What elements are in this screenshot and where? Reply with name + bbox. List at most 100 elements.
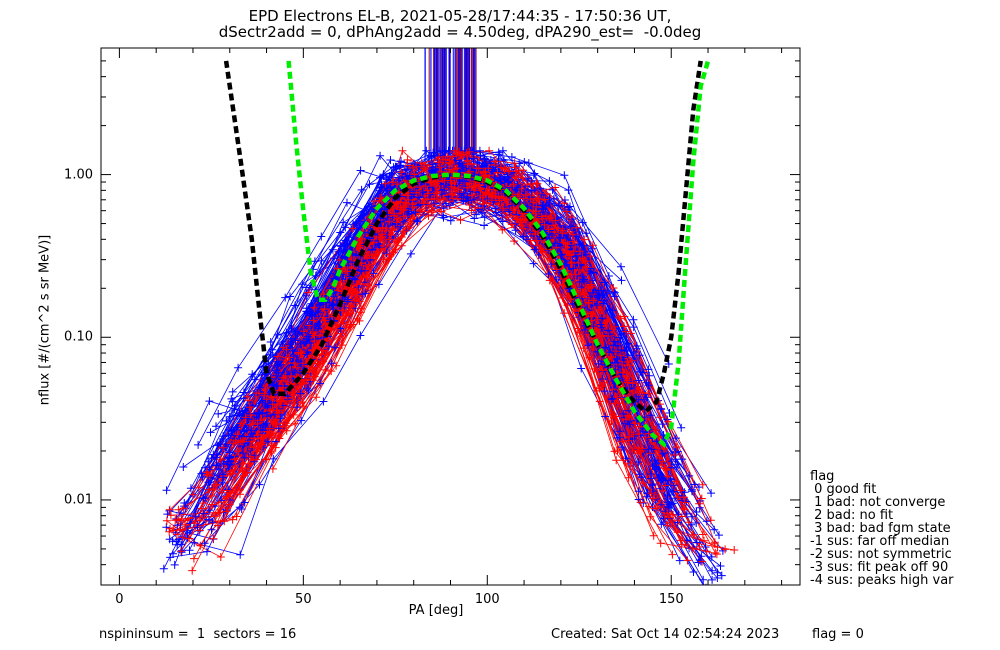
flux-point-red — [623, 411, 632, 420]
flux-point-blue — [497, 174, 505, 183]
flux-point-red — [388, 226, 397, 235]
flux-point-blue — [495, 162, 504, 171]
flux-point-red — [397, 241, 406, 250]
flux-point-red — [676, 536, 685, 545]
flux-point-blue — [640, 413, 649, 422]
flux-point-blue — [529, 259, 538, 268]
flux-point-red — [172, 530, 181, 539]
flux-point-blue — [635, 351, 644, 360]
flux-point-red — [513, 192, 522, 201]
flux-point-red — [252, 455, 261, 464]
flux-point-blue — [263, 412, 271, 421]
flux-point-blue — [303, 384, 312, 393]
flux-point-blue — [455, 189, 464, 198]
flux-point-red — [299, 359, 307, 368]
flux-point-blue — [274, 368, 283, 377]
flux-point-red — [309, 316, 318, 325]
flux-point-red — [493, 168, 502, 177]
flux-point-blue — [629, 445, 638, 454]
flux-point-blue — [356, 166, 365, 175]
legend-item: 0 good fit — [810, 482, 877, 497]
flux-point-red — [563, 301, 572, 310]
flux-point-red — [472, 164, 481, 173]
flux-point-red — [596, 306, 605, 315]
flux-point-blue — [616, 338, 625, 346]
flux-point-red — [281, 421, 289, 430]
flux-point-red — [404, 196, 413, 204]
flux-point-blue — [623, 351, 632, 360]
flux-point-red — [179, 504, 188, 513]
flux-point-blue — [177, 546, 186, 555]
flux-point-red — [437, 207, 446, 216]
flux-point-blue — [302, 307, 311, 316]
flux-point-blue — [272, 381, 281, 390]
flux-point-blue — [615, 333, 624, 342]
flux-point-blue — [610, 288, 619, 297]
flux-point-red — [558, 226, 567, 235]
flux-point-red — [367, 251, 376, 260]
flux-point-blue — [298, 328, 307, 337]
flux-point-blue — [500, 178, 509, 187]
flux-point-red — [580, 235, 589, 244]
flux-point-blue — [604, 272, 613, 280]
flux-point-blue — [656, 470, 665, 479]
flux-point-red — [171, 516, 180, 525]
y-tick-label: 0.01 — [64, 492, 93, 508]
flux-point-blue — [247, 426, 256, 435]
flux-point-red — [297, 379, 305, 388]
flux-point-blue — [319, 397, 328, 406]
flux-point-red — [706, 516, 715, 525]
flux-point-red — [621, 327, 630, 336]
flux-point-red — [226, 488, 235, 497]
flux-point-red — [165, 505, 174, 514]
flux-point-blue — [403, 204, 412, 213]
flux-point-red — [498, 225, 507, 234]
flux-point-blue — [439, 213, 448, 222]
flux-point-red — [618, 368, 627, 377]
x-axis-label: PA [deg] — [408, 603, 464, 618]
flux-point-blue — [239, 449, 248, 458]
flux-point-blue — [428, 166, 436, 175]
flux-point-red — [575, 328, 584, 337]
flux-point-red — [572, 223, 581, 232]
flux-point-red — [485, 190, 494, 199]
flux-point-blue — [607, 395, 616, 404]
flux-point-red — [335, 256, 344, 264]
flux-point-red — [673, 528, 682, 537]
flux-point-red — [629, 445, 637, 453]
flux-point-blue — [687, 512, 696, 521]
flux-point-blue — [545, 177, 554, 186]
flux-point-blue — [560, 171, 569, 180]
flux-point-blue — [461, 197, 470, 206]
flux-point-red — [188, 490, 197, 499]
flux-point-red — [319, 346, 328, 355]
flux-point-blue — [402, 173, 411, 182]
flux-point-blue — [212, 461, 221, 469]
flux-point-red — [551, 183, 560, 192]
flux-point-blue — [511, 226, 520, 235]
flux-point-red — [672, 443, 681, 451]
flux-point-blue — [608, 394, 617, 403]
flux-point-red — [595, 397, 604, 406]
flux-point-red — [426, 178, 435, 187]
flux-point-red — [282, 397, 291, 406]
flux-point-red — [246, 442, 255, 451]
flux-point-blue — [566, 222, 575, 231]
flux-point-blue — [649, 480, 657, 488]
flux-point-blue — [170, 560, 179, 569]
flux-point-red — [327, 367, 336, 376]
flux-point-blue — [716, 562, 725, 570]
flux-point-blue — [386, 156, 395, 164]
flux-point-red — [635, 429, 643, 438]
flux-point-red — [332, 321, 341, 330]
flux-point-red — [319, 290, 328, 299]
flux-point-red — [309, 329, 317, 338]
flux-point-red — [661, 481, 670, 490]
flux-point-blue — [361, 289, 370, 298]
flux-point-red — [399, 227, 408, 236]
flux-point-red — [491, 192, 500, 201]
flux-point-blue — [537, 205, 546, 214]
flux-point-blue — [228, 387, 237, 396]
flux-point-blue — [357, 185, 366, 194]
flux-point-red — [641, 433, 650, 442]
